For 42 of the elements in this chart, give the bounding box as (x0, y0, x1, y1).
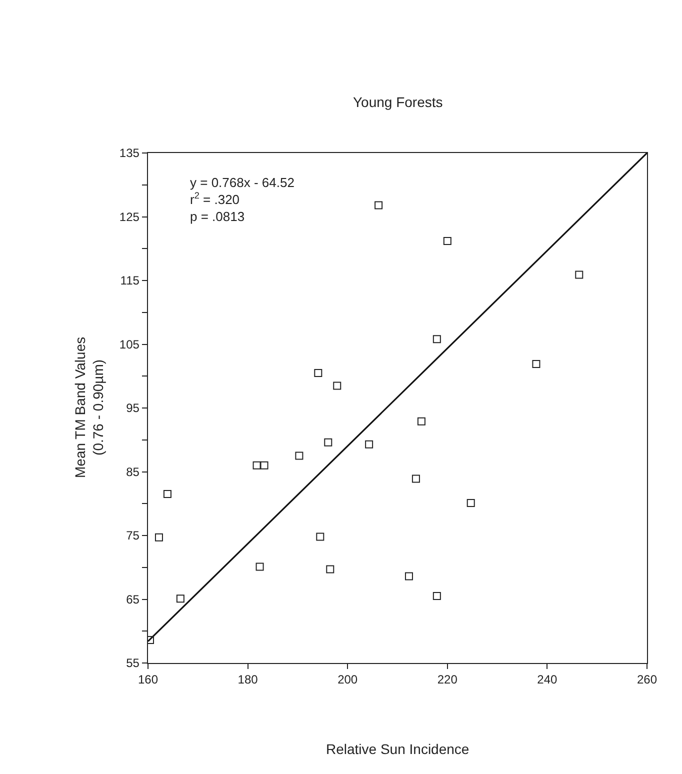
point (324, 438, 332, 446)
point (374, 201, 383, 210)
y-tick-label: 115 (120, 274, 140, 288)
x-tick-label: 180 (238, 672, 258, 687)
x-tick-label: 200 (338, 672, 358, 687)
point (532, 360, 540, 368)
chart-title: Young Forests (353, 94, 443, 110)
point (466, 498, 475, 507)
y-tick-label: 85 (126, 464, 140, 479)
y-tick-label: 125 (119, 210, 140, 224)
point (316, 532, 324, 541)
point (365, 440, 374, 448)
point (295, 452, 304, 460)
point (432, 592, 441, 600)
point (417, 417, 426, 426)
y-tick-label: 135 (119, 146, 140, 160)
point (326, 565, 334, 574)
point (260, 461, 268, 470)
point (412, 474, 420, 483)
point (314, 368, 322, 377)
point (333, 382, 342, 390)
point (154, 533, 163, 542)
y-tick-label: 65 (126, 592, 140, 606)
point (404, 572, 413, 580)
x-tick-label: 160 (138, 672, 158, 687)
point (163, 490, 172, 498)
annotation: y = 0.768x - 64.52 r$^{2}$ = .320 p = .0813 (190, 175, 294, 224)
point (176, 594, 184, 603)
point (575, 270, 584, 279)
point (252, 461, 261, 470)
y-tick-label: 105 (119, 337, 140, 352)
y-tick-label: 55 (126, 656, 140, 670)
x-tick-label: 260 (636, 672, 658, 687)
point (256, 562, 264, 571)
y-tick-label: 75 (126, 528, 140, 543)
x-tick-label: 220 (437, 672, 458, 687)
y-axis-title: Mean TM Band Values (0.76 - 0.90µm) (72, 336, 106, 478)
y-tick-label: 95 (126, 401, 140, 416)
point (443, 236, 452, 245)
x-axis-title: Relative Sun Incidence (326, 741, 470, 757)
x-tick-label: 240 (537, 672, 558, 687)
point (432, 335, 441, 344)
